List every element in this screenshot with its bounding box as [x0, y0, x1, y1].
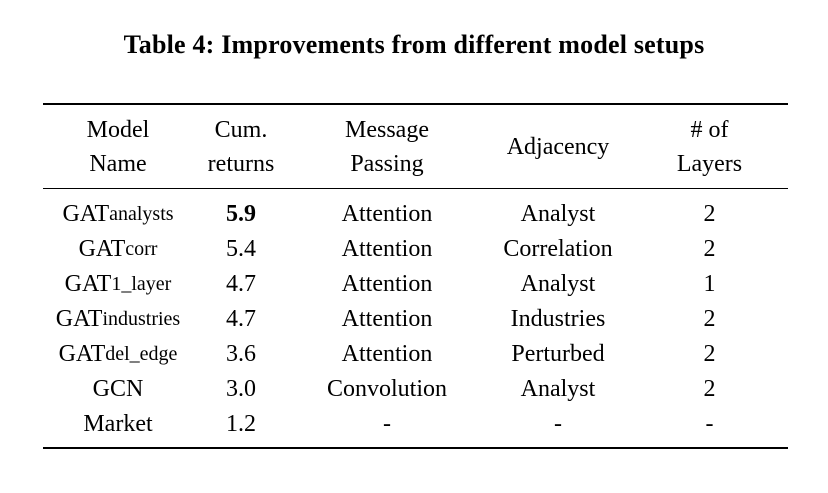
header-num-layers: # of Layers [676, 117, 743, 177]
table-row: GAT industries 4.7 Attention Industries 2 [43, 301, 788, 336]
adjacency-cell: - [554, 410, 562, 437]
num-layers-cell: 2 [703, 235, 716, 262]
table-row: GCN 3.0 Convolution Analyst 2 [43, 371, 788, 406]
cum-returns-cell: 5.9 [226, 200, 256, 227]
table-row: GAT 1_layer 4.7 Attention Analyst 1 [43, 266, 788, 301]
num-layers-cell: 2 [703, 340, 716, 367]
bottom-rule [43, 447, 788, 449]
message-passing-cell: Attention [341, 200, 433, 227]
cum-returns-cell: 4.7 [226, 270, 256, 297]
table-row: GAT analysts 5.9 Attention Analyst 2 [43, 196, 788, 231]
adjacency-cell: Perturbed [511, 340, 605, 367]
num-layers-cell: 2 [703, 200, 716, 227]
message-passing-cell: Attention [341, 305, 433, 332]
model-name-cell: GAT analysts [62, 200, 174, 227]
num-layers-cell: 2 [703, 305, 716, 332]
adjacency-cell: Analyst [520, 200, 596, 227]
top-rule [43, 103, 788, 105]
model-name-cell: GAT del_edge [58, 340, 178, 367]
header-model-name: Model Name [86, 117, 150, 177]
adjacency-cell: Industries [510, 305, 606, 332]
model-name-cell: GAT industries [55, 305, 181, 332]
header-cum-returns: Cum. returns [207, 117, 275, 177]
message-passing-cell: Attention [341, 270, 433, 297]
table-header: Model Name Cum. returns Message Passing … [43, 112, 788, 182]
model-name-cell: GAT 1_layer [64, 270, 172, 297]
message-passing-cell: - [383, 410, 391, 437]
cum-returns-cell: 3.0 [226, 375, 256, 402]
table-caption: Table 4: Improvements from different mod… [123, 30, 705, 59]
table-row: GAT del_edge 3.6 Attention Perturbed 2 [43, 336, 788, 371]
num-layers-cell: 1 [703, 270, 716, 297]
model-name-cell: GAT corr [78, 235, 158, 262]
header-message-passing: Message Passing [345, 117, 429, 177]
adjacency-cell: Analyst [520, 375, 596, 402]
table-row: Market 1.2 - - - [43, 406, 788, 441]
cum-returns-cell: 3.6 [226, 340, 256, 367]
adjacency-cell: Correlation [503, 235, 613, 262]
model-name-cell: Market [83, 410, 153, 437]
message-passing-cell: Convolution [326, 375, 447, 402]
cum-returns-cell: 1.2 [226, 410, 256, 437]
header-rule [43, 188, 788, 189]
num-layers-cell: 2 [703, 375, 716, 402]
header-adjacency: Adjacency [506, 134, 610, 160]
message-passing-cell: Attention [341, 340, 433, 367]
message-passing-cell: Attention [341, 235, 433, 262]
cum-returns-cell: 4.7 [226, 305, 256, 332]
model-name-cell: GCN [92, 375, 144, 402]
num-layers-cell: - [705, 410, 714, 437]
adjacency-cell: Analyst [520, 270, 596, 297]
cum-returns-cell: 5.4 [226, 235, 256, 262]
table-row: GAT corr 5.4 Attention Correlation 2 [43, 231, 788, 266]
